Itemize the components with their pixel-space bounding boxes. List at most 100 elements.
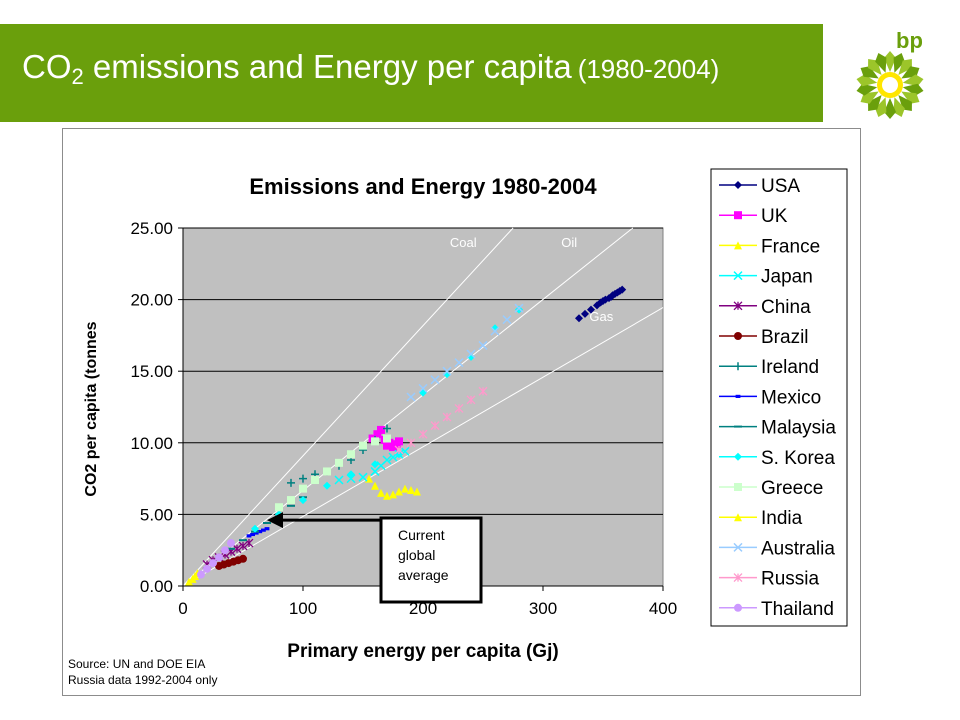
legend-marker (734, 181, 742, 189)
data-point (334, 475, 344, 485)
data-point (250, 532, 255, 537)
reference-line (182, 227, 634, 587)
legend-marker (733, 301, 743, 311)
data-point (401, 484, 409, 493)
logo-petal (868, 94, 882, 112)
y-tick-label: 0.00 (140, 577, 173, 596)
legend-marker (734, 332, 742, 340)
logo-petal (868, 58, 882, 76)
legend-marker (734, 452, 742, 461)
title-rest: emissions and Energy per capita (83, 48, 572, 85)
callout-text: global (398, 547, 435, 563)
series-russia (394, 386, 488, 455)
data-point (587, 305, 595, 314)
logo-petal (884, 51, 896, 72)
series-australia (406, 303, 524, 402)
data-point (227, 547, 235, 550)
data-point (347, 450, 355, 459)
data-point (253, 531, 259, 535)
chart-frame: Coal Oil Gas 0.00 5.00 10.00 15.00 20.00 25.00 0… (62, 128, 861, 696)
data-point (418, 429, 428, 439)
data-point (246, 534, 252, 538)
legend-label: Malaysia (761, 418, 836, 439)
legend-label: Australia (761, 538, 835, 559)
bp-logo-icon (856, 51, 924, 119)
data-point (395, 487, 403, 496)
legend-label: UK (761, 206, 788, 227)
data-point (394, 445, 404, 455)
data-point (209, 559, 217, 568)
y-tick-label: 10.00 (130, 434, 173, 453)
legend: USA UK France Japan China Brazil Ireland Mexico… (719, 176, 836, 620)
data-point (358, 472, 368, 482)
data-point (395, 437, 403, 446)
data-point (335, 458, 343, 467)
legend-item: Brazil (719, 327, 809, 348)
legend-item: Australia (719, 538, 835, 559)
title-bar (0, 24, 823, 122)
legend-label: Brazil (761, 327, 809, 348)
series-japan (334, 446, 410, 485)
callout-text: average (398, 567, 449, 583)
title-subscript: 2 (71, 64, 84, 89)
legend-label: Greece (761, 478, 823, 499)
data-point (430, 375, 440, 385)
source-line-2: Russia data 1992-2004 only (68, 673, 218, 687)
series-brazil (215, 554, 247, 570)
data-point (454, 403, 464, 413)
data-point (466, 395, 476, 405)
legend-item: Greece (719, 478, 823, 499)
callout-box (379, 516, 483, 604)
data-point (491, 324, 499, 333)
reference-line-label: Gas (589, 309, 613, 324)
legend-item: Malaysia (719, 418, 836, 439)
x-tick-label: 100 (289, 599, 317, 618)
data-point (299, 474, 307, 483)
legend-label: Mexico (761, 387, 821, 408)
legend-marker (734, 425, 742, 428)
data-point (215, 553, 223, 562)
data-point (454, 358, 464, 368)
data-point (490, 326, 500, 336)
data-point (382, 455, 392, 465)
logo-petal (884, 98, 896, 119)
legend-item: Russia (719, 569, 820, 590)
data-point (275, 503, 283, 512)
callout-arrowhead (267, 512, 283, 529)
data-point (371, 460, 379, 469)
reference-line-label: Oil (561, 235, 577, 250)
y-tick-label: 25.00 (130, 219, 173, 238)
logo-petal (875, 53, 887, 73)
data-point (261, 528, 266, 532)
reference-line (182, 227, 514, 587)
data-point (287, 504, 295, 507)
legend-label: India (761, 508, 803, 529)
logo-petal (902, 74, 924, 87)
data-point (346, 474, 356, 484)
data-point (377, 425, 385, 434)
data-point (385, 438, 394, 447)
data-point (383, 434, 391, 443)
data-point (413, 487, 421, 496)
legend-label: Japan (761, 267, 813, 288)
x-tick-label: 0 (178, 599, 187, 618)
legend-item: India (719, 508, 803, 529)
data-point (466, 349, 476, 359)
legend-item: Mexico (719, 387, 821, 408)
data-point (442, 412, 452, 422)
series-greece (275, 434, 391, 512)
logo-petal (856, 74, 878, 87)
logo-petal (898, 58, 912, 76)
data-point (383, 424, 391, 433)
legend-label: USA (761, 176, 800, 197)
gridlines (183, 227, 663, 515)
legend-label: Ireland (761, 357, 819, 378)
legend-label: Thailand (761, 599, 834, 620)
data-point (239, 554, 247, 563)
callout-text: Current (398, 527, 445, 543)
data-point (575, 314, 583, 323)
series-mexico (246, 527, 270, 538)
source-line-1: Source: UN and DOE EIA (68, 657, 206, 671)
legend-label: China (761, 297, 811, 318)
